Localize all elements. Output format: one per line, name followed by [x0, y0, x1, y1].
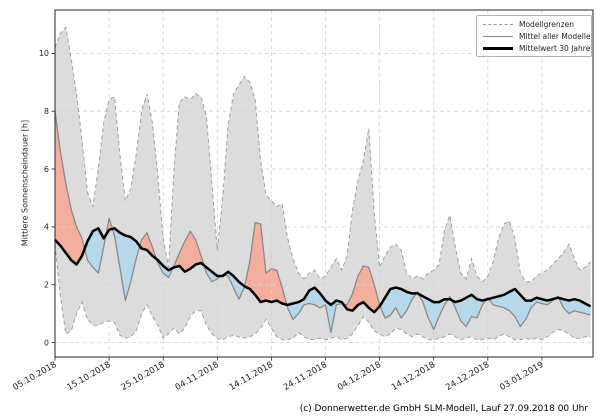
above-normal-fill	[139, 232, 157, 259]
y-axis-title: Mittlere Sonnenscheindauer [h]	[20, 119, 30, 247]
x-tick-label: 05.10.2018	[11, 360, 58, 393]
x-tick-label: 04.11.2018	[174, 360, 221, 393]
legend-label: Mittelwert 30 Jahre	[519, 43, 591, 53]
above-normal-fill	[343, 265, 380, 313]
copyright-note: (c) Donnerwetter.de GmbH SLM-Modell, Lau…	[299, 404, 588, 414]
y-tick-label: 0	[44, 338, 49, 347]
x-tick-label: 03.01.2019	[498, 360, 545, 393]
legend-item-modellgrenzen: Modellgrenzen	[483, 19, 586, 29]
x-tick-label: 25.10.2018	[120, 360, 167, 393]
model-mean-line	[54, 111, 591, 334]
y-tick-label: 2	[44, 281, 49, 290]
legend-label: Modellgrenzen	[519, 19, 574, 29]
x-tick-label: 04.12.2018	[336, 360, 383, 393]
legend-item-mittelwert-30-jahre: Mittelwert 30 Jahre	[483, 43, 590, 53]
dashed-line-icon	[483, 23, 513, 25]
plot-border	[54, 9, 594, 358]
model-max-line	[54, 26, 591, 283]
mean-30y-line	[54, 227, 592, 314]
legend-item-mittel-aller-modelle: Mittel aller Modelle	[483, 31, 591, 41]
above-normal-fill	[55, 111, 85, 265]
below-normal-fill	[380, 287, 417, 318]
below-normal-fill	[84, 228, 106, 274]
above-normal-fill	[173, 231, 205, 272]
thick-line-icon	[483, 46, 513, 50]
y-tick-label: 10	[39, 49, 49, 58]
y-tick-label: 4	[44, 223, 49, 232]
legend-label: Mittel aller Modelle	[519, 31, 591, 41]
legend: Modellgrenzen Mittel aller Modelle Mitte…	[476, 15, 592, 57]
below-normal-fill	[224, 271, 245, 300]
solid-line-icon	[483, 35, 513, 37]
x-tick-label: 24.12.2018	[444, 360, 491, 393]
above-normal-fill	[244, 222, 287, 305]
y-tick-label: 8	[44, 107, 49, 116]
x-tick-label: 15.10.2018	[65, 360, 112, 393]
below-normal-fill	[112, 228, 140, 301]
model-min-line	[54, 244, 591, 341]
y-tick-label: 6	[44, 165, 49, 174]
x-tick-label: 14.11.2018	[228, 360, 275, 393]
x-tick-label: 24.11.2018	[282, 360, 329, 393]
x-tick-label: 14.12.2018	[390, 360, 437, 393]
